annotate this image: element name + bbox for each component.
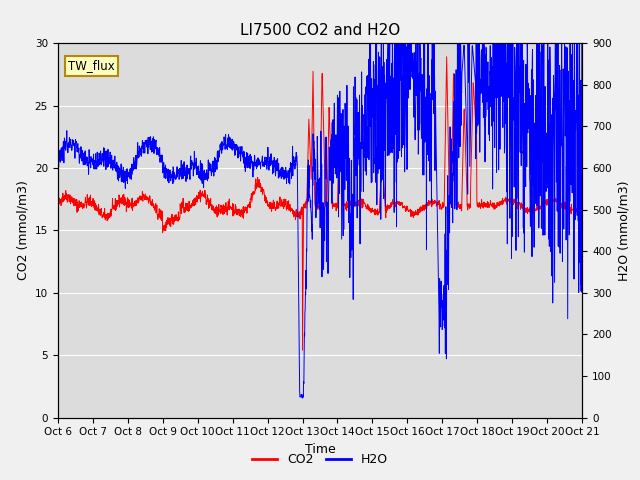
H2O <box>579 165 586 171</box>
Legend: CO2, H2O: CO2, H2O <box>247 448 393 471</box>
X-axis label: Time: Time <box>305 443 335 456</box>
H2O <box>564 316 572 322</box>
H2O <box>366 40 374 46</box>
H2O <box>54 160 61 166</box>
CO2 <box>579 206 586 212</box>
CO2 <box>564 205 572 211</box>
CO2 <box>81 202 88 207</box>
H2O <box>295 312 303 318</box>
H2O <box>309 131 317 137</box>
H2O <box>564 181 572 187</box>
H2O <box>81 160 88 166</box>
CO2 <box>443 54 451 60</box>
CO2 <box>54 201 61 207</box>
CO2 <box>564 206 572 212</box>
Y-axis label: H2O (mmol/m3): H2O (mmol/m3) <box>618 180 630 281</box>
CO2 <box>467 154 475 159</box>
Title: LI7500 CO2 and H2O: LI7500 CO2 and H2O <box>240 23 400 38</box>
CO2 <box>295 212 303 218</box>
Line: H2O: H2O <box>58 43 582 398</box>
H2O <box>467 83 475 89</box>
Text: TW_flux: TW_flux <box>68 60 115 72</box>
CO2 <box>299 348 307 353</box>
Line: CO2: CO2 <box>58 57 582 350</box>
CO2 <box>309 69 317 74</box>
H2O <box>298 395 306 401</box>
Y-axis label: CO2 (mmol/m3): CO2 (mmol/m3) <box>16 180 29 280</box>
